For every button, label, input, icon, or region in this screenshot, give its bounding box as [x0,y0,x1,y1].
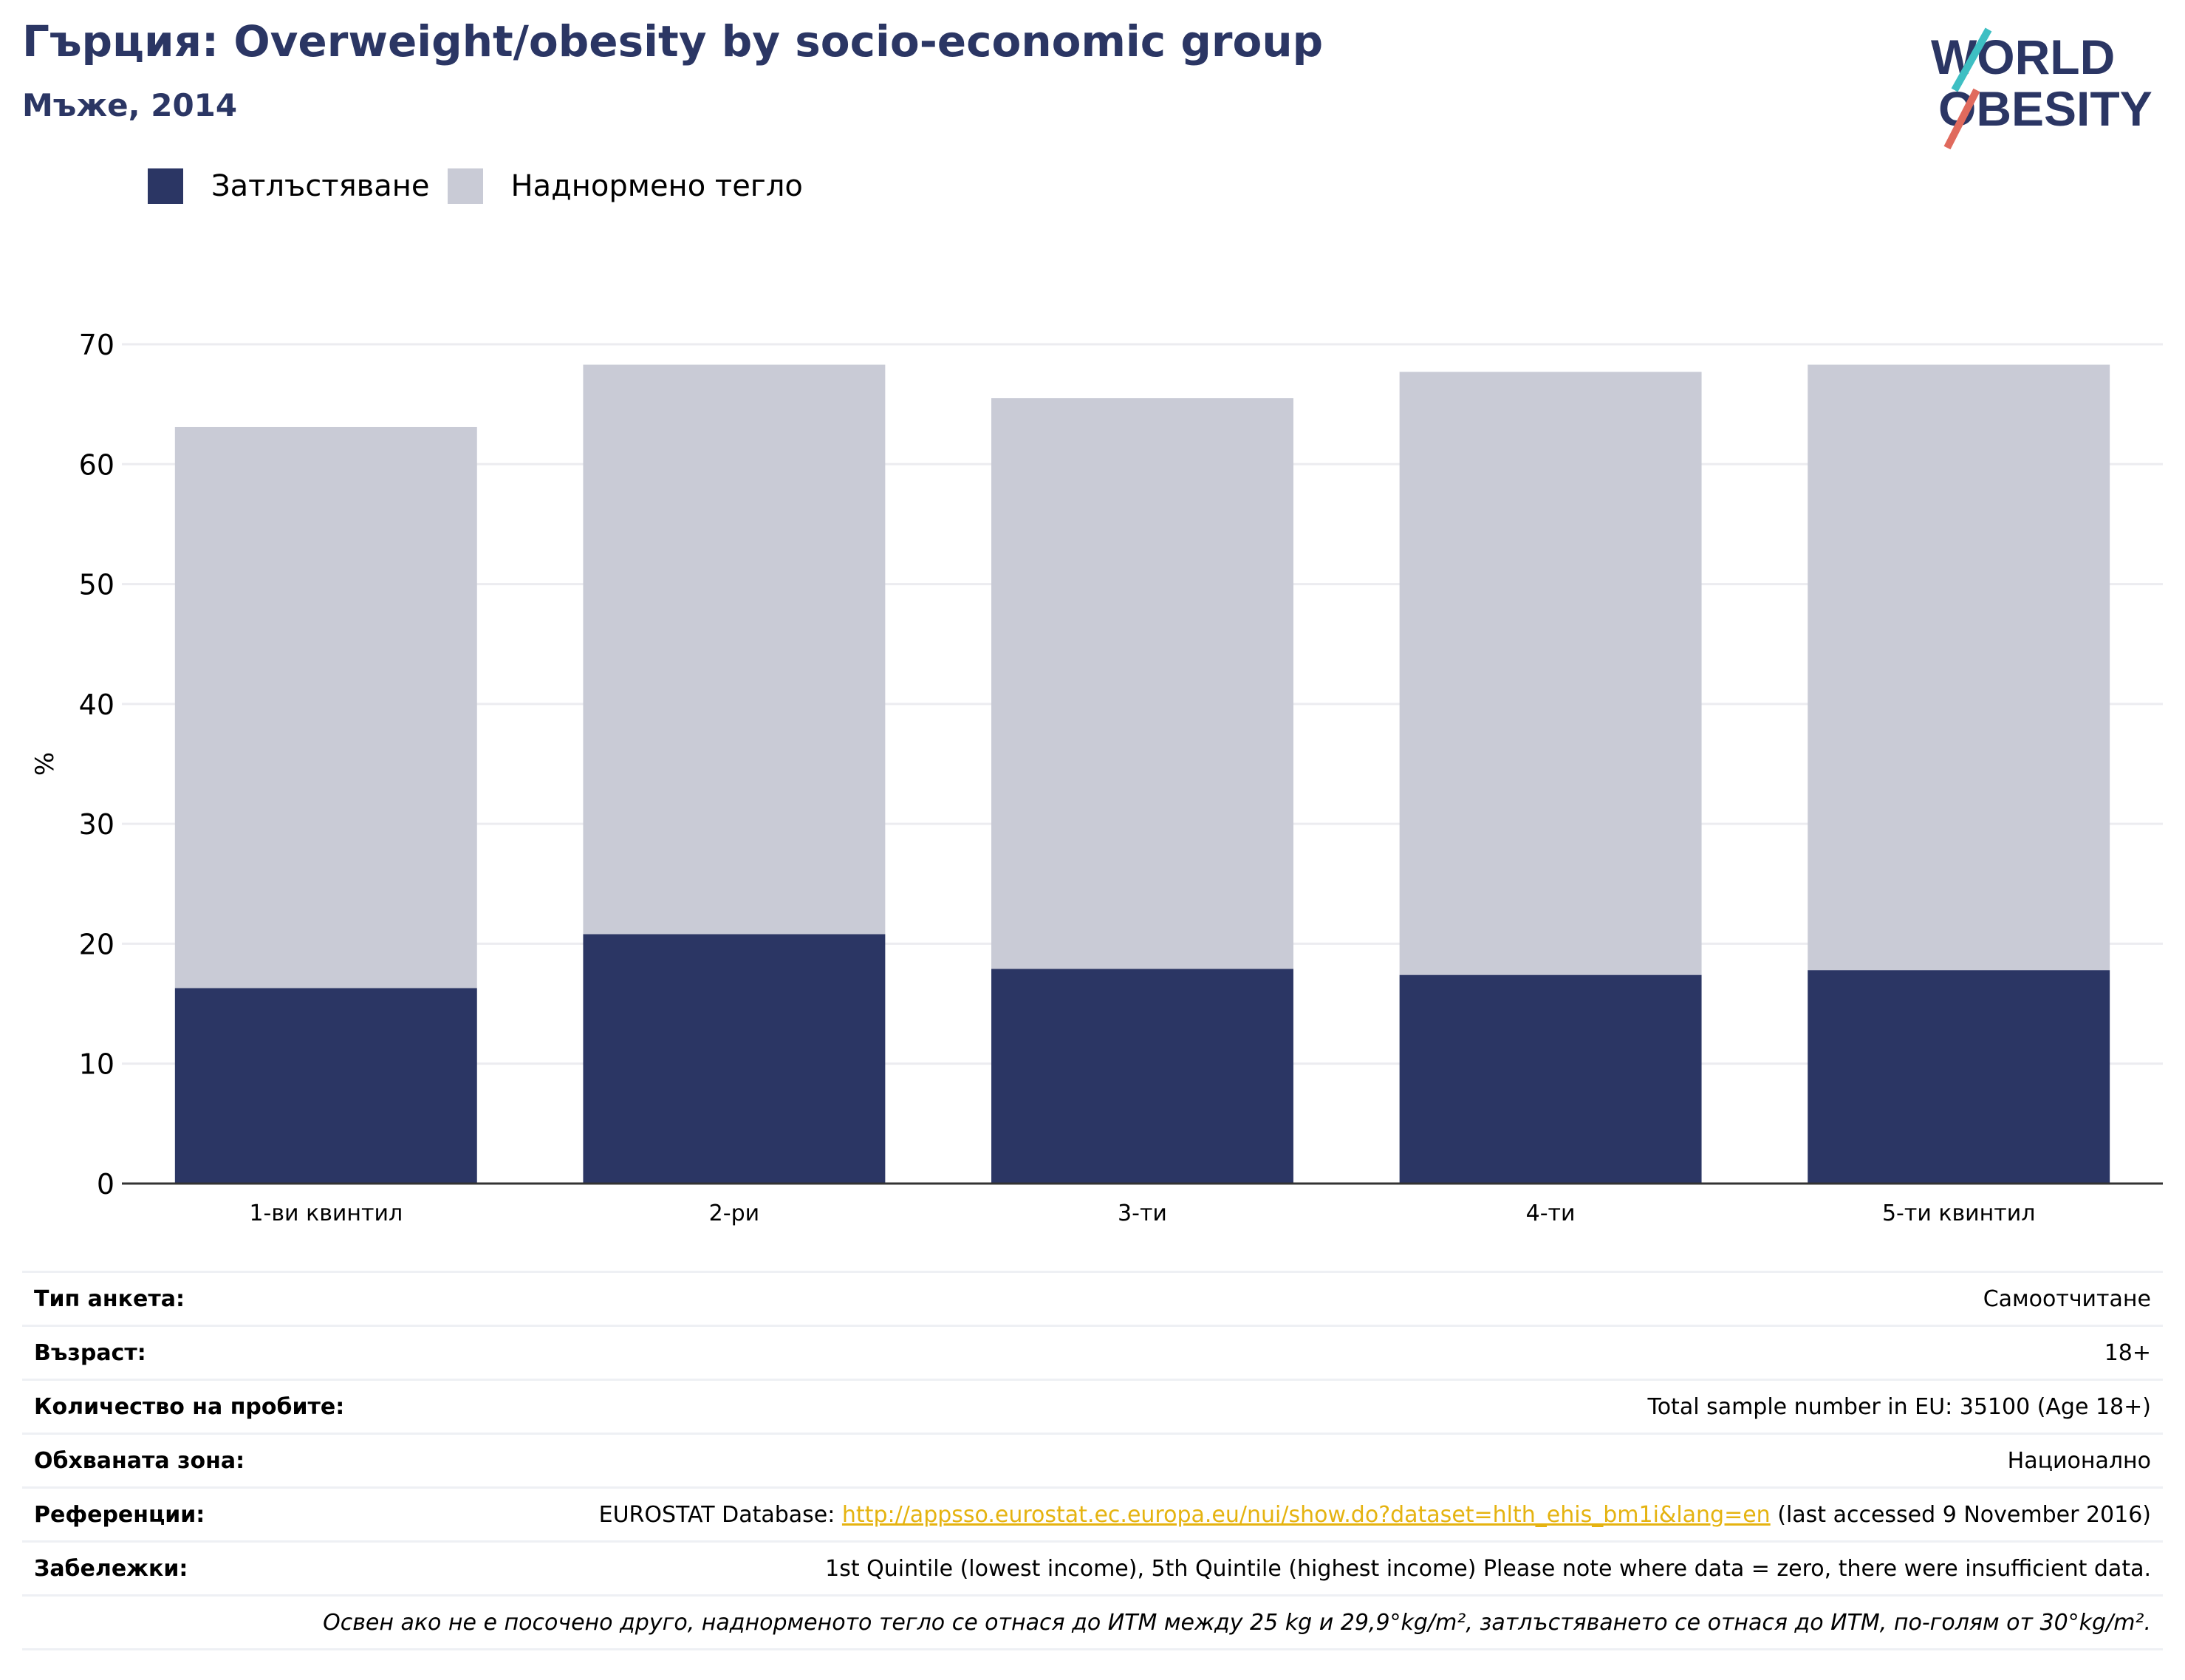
y-tick-label: 0 [97,1168,114,1201]
bar-overweight [1399,372,1702,975]
meta-key: Количество на пробите: [22,1379,397,1434]
meta-value: 1st Quintile (lowest income), 5th Quinti… [396,1540,2163,1596]
meta-key: Референции: [22,1486,397,1542]
meta-row-sample-size: Количество на пробите: Total sample numb… [22,1379,2163,1434]
x-tick-label: 5-ти квинтил [1882,1201,2035,1226]
bar-obesity [1399,974,1702,1184]
bar-overweight [1808,364,2110,971]
x-tick-label: 2-ри [709,1201,759,1226]
bar-overweight [583,364,886,935]
y-tick-label: 60 [79,448,114,481]
meta-value: Самоотчитане [396,1271,2163,1326]
legend-label-obesity: Затлъстяване [211,169,430,203]
footnote: Освен ако не е посочено друго, наднормен… [22,1594,2163,1650]
stacked-bar-chart: 0 10 20 30 40 50 60 70% 1-ви квинтил 2-ри 3-ти 4-ти… [30,329,2163,1226]
x-tick-label: 1-ви квинтил [249,1201,403,1226]
reference-prefix: EUROSTAT Database: [598,1501,842,1528]
y-tick-label: 10 [79,1048,114,1081]
y-tick-label: 70 [79,329,114,361]
legend-swatch-overweight [447,168,483,204]
x-tick-label: 4-ти [1526,1201,1576,1226]
bar-obesity [583,934,886,1184]
chart-title: Гърция: Overweight/obesity by socio-econ… [22,16,1324,66]
meta-value: Total sample number in EU: 35100 (Age 18… [396,1379,2163,1434]
meta-row-age: Възраст: 18+ [22,1325,2163,1380]
bar-obesity [991,969,1293,1184]
meta-row-footnote: Освен ако не е посочено друго, наднормен… [22,1594,2163,1650]
y-tick-label: 20 [79,928,114,960]
meta-value: EUROSTAT Database: http://appsso.eurosta… [396,1486,2163,1542]
reference-link[interactable]: http://appsso.eurostat.ec.europa.eu/nui/… [841,1501,1771,1528]
meta-value: 18+ [396,1325,2163,1380]
legend: Затлъстяване Наднормено тегло [148,168,821,204]
meta-row-references: Референции: EUROSTAT Database: http://ap… [22,1486,2163,1542]
meta-row-notes: Забележки: 1st Quintile (lowest income),… [22,1540,2163,1596]
meta-key: Възраст: [22,1325,397,1380]
bar-obesity [1808,970,2110,1184]
y-tick-label: 40 [79,689,114,721]
reference-suffix: (last accessed 9 November 2016) [1770,1501,2151,1528]
metadata-table: Тип анкета: Самоотчитане Възраст: 18+ Ко… [22,1271,2163,1650]
world-obesity-logo: WORLD OBESITY [1931,27,2152,150]
bar-overweight [991,398,1293,969]
meta-key: Тип анкета: [22,1271,397,1326]
meta-value: Национално [396,1433,2163,1488]
meta-key: Обхваната зона: [22,1433,397,1488]
x-tick-label: 3-ти [1118,1201,1167,1226]
chart-subtitle: Мъже, 2014 [22,87,238,123]
legend-label-overweight: Наднормено тегло [510,169,803,203]
y-tick-label: 30 [79,808,114,841]
bar-overweight [174,426,477,988]
legend-swatch-obesity [148,168,183,204]
bar-obesity [174,988,477,1184]
y-axis-label: % [30,752,60,776]
y-tick-label: 50 [79,569,114,601]
meta-row-area: Обхваната зона: Национално [22,1433,2163,1488]
meta-key: Забележки: [22,1540,397,1596]
meta-row-survey-type: Тип анкета: Самоотчитане [22,1271,2163,1326]
